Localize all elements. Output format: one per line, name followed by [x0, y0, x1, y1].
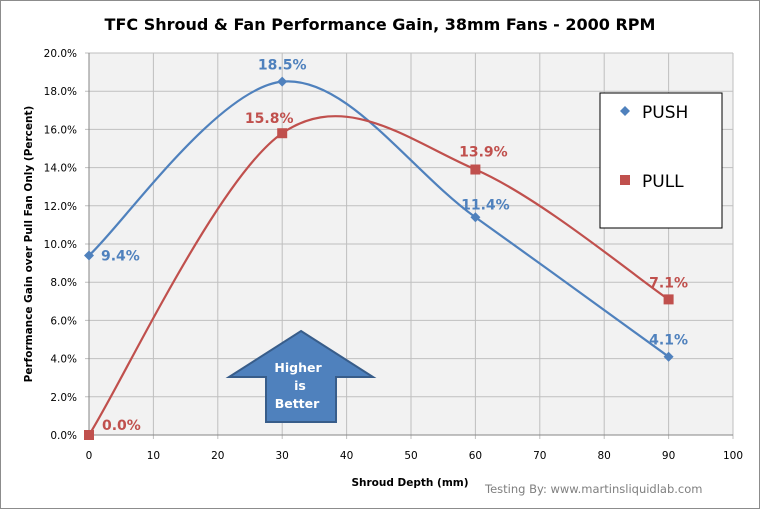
data-label-push: 11.4% — [461, 197, 510, 213]
y-tick-label: 14.0% — [44, 163, 77, 175]
legend-pull-label: PULL — [642, 172, 684, 192]
legend-push-diamond-icon — [620, 106, 630, 116]
legend-pull-square-icon — [620, 175, 630, 185]
arrow-text-line-2: is — [294, 378, 306, 393]
chart-title: TFC Shroud & Fan Performance Gain, 38mm … — [105, 15, 656, 34]
data-point-push — [470, 212, 481, 223]
y-tick-label: 0.0% — [50, 430, 77, 442]
data-point-push — [663, 351, 674, 362]
data-point-pull — [277, 128, 288, 139]
data-point-push — [84, 250, 94, 261]
x-tick-label: 40 — [340, 450, 353, 462]
tick-labels: 0 10 20 30 40 50 60 70 80 90 100 0.0% 2.0% 4.0% 6.0% 8.… — [44, 48, 743, 462]
legend-box — [599, 92, 723, 229]
y-tick-label: 12.0% — [44, 201, 77, 213]
x-tick-label: 90 — [662, 450, 675, 462]
x-tick-label: 70 — [533, 450, 546, 462]
series-line-push — [88, 80, 670, 358]
arrow-text-line-1: Higher — [274, 360, 322, 375]
y-axis-label: Performance Gain over Pull Fan Only (Per… — [23, 106, 35, 383]
x-tick-label: 80 — [598, 450, 611, 462]
data-label-push: 9.4% — [101, 248, 140, 264]
credit-text: Testing By: www.martinsliquidlab.com — [484, 482, 702, 496]
x-tick-label: 100 — [723, 450, 743, 462]
legend: PUSH PULL — [599, 92, 723, 229]
data-point-pull — [84, 430, 94, 440]
y-tick-label: 6.0% — [50, 315, 77, 327]
data-label-pull: 13.9% — [459, 145, 508, 161]
x-tick-label: 0 — [86, 450, 93, 462]
higher-is-better-arrow: Higher is Better — [225, 329, 377, 423]
arrow-text-line-3: Better — [275, 396, 320, 411]
x-tick-label: 20 — [211, 450, 224, 462]
x-tick-label: 30 — [276, 450, 289, 462]
y-tick-label: 16.0% — [44, 124, 77, 136]
data-label-pull: 7.1% — [649, 275, 688, 291]
series-line-pull — [88, 115, 670, 436]
legend-push-label: PUSH — [642, 103, 688, 123]
x-axis-label: Shroud Depth (mm) — [351, 477, 468, 489]
y-tick-label: 10.0% — [44, 239, 77, 251]
data-point-pull — [470, 164, 481, 175]
series-layer: 9.4% 18.5% 11.4% 4.1% 0.0% 15.8% 13.9% 7.1% — [84, 58, 688, 440]
x-tick-label: 50 — [404, 450, 417, 462]
y-tick-label: 4.0% — [50, 354, 77, 366]
data-point-push — [277, 76, 288, 87]
data-label-pull: 0.0% — [102, 418, 141, 434]
y-tick-label: 2.0% — [50, 392, 77, 404]
data-label-push: 18.5% — [258, 58, 307, 74]
y-tick-label: 20.0% — [44, 48, 77, 60]
data-label-pull: 15.8% — [245, 111, 294, 127]
x-tick-label: 60 — [469, 450, 482, 462]
y-tick-label: 8.0% — [50, 277, 77, 289]
y-tick-label: 18.0% — [44, 86, 77, 98]
up-arrow-icon — [225, 329, 377, 423]
data-label-push: 4.1% — [649, 333, 688, 349]
data-point-pull — [663, 294, 674, 305]
x-tick-label: 10 — [147, 450, 160, 462]
